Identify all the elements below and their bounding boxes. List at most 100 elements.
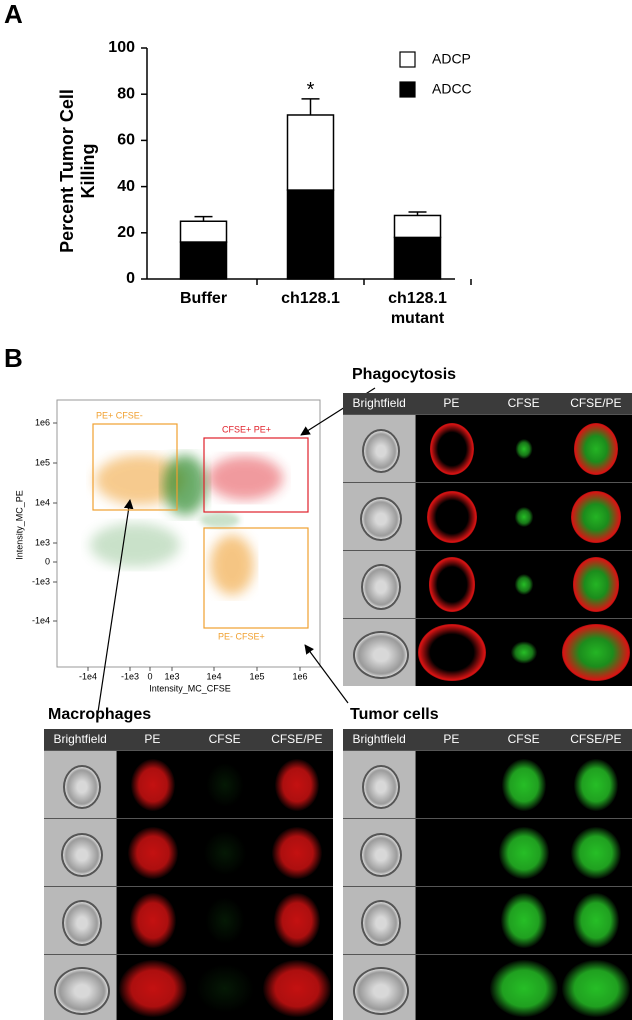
image-row xyxy=(343,550,632,618)
fluorescence-image xyxy=(261,819,333,886)
event-cloud xyxy=(95,455,185,505)
arrow xyxy=(304,644,349,704)
cell-signal xyxy=(573,422,619,475)
column-header: CFSE/PE xyxy=(570,732,622,746)
column-header: CFSE xyxy=(208,732,241,746)
fluorescence-image xyxy=(416,955,488,1020)
significance-marker: * xyxy=(307,79,315,101)
cell-signal xyxy=(562,623,630,682)
x-tick-label: 1e6 xyxy=(292,671,307,681)
fluorescence-image xyxy=(560,619,632,686)
cell-signal xyxy=(200,826,250,879)
fluorescence-image xyxy=(488,551,560,618)
y-tick-label: 80 xyxy=(117,85,135,102)
x-tick-label: ch128.1 mutant xyxy=(388,290,447,327)
y-tick-label: 60 xyxy=(117,132,135,149)
event-cloud xyxy=(163,455,207,515)
cell-signal xyxy=(418,623,486,682)
fluorescence-image xyxy=(488,887,560,954)
cell-signal xyxy=(263,959,331,1018)
fluorescence-image xyxy=(189,887,261,954)
cell-outline xyxy=(362,428,400,473)
fluorescence-image xyxy=(416,483,488,550)
brightfield-image xyxy=(343,887,416,954)
bar-segment xyxy=(393,214,442,239)
cell-outline xyxy=(362,764,400,809)
gate xyxy=(203,437,309,513)
fluorescence-image xyxy=(416,887,488,954)
cell-signal xyxy=(573,758,619,811)
brightfield-image xyxy=(343,619,416,686)
arrow xyxy=(97,499,134,713)
cell-signal xyxy=(572,893,620,948)
x-tick-label: 1e3 xyxy=(164,671,179,681)
fluorescence-image xyxy=(189,751,261,818)
bar-segment xyxy=(393,236,442,280)
column-header: Brightfield xyxy=(352,732,406,746)
fluorescence-image xyxy=(560,955,632,1020)
y-tick-label: 40 xyxy=(117,178,135,195)
y-tick-label: 20 xyxy=(117,224,135,241)
cell-signal xyxy=(430,759,474,811)
legend-swatch xyxy=(399,51,416,68)
y-tick-label: 0 xyxy=(126,270,135,287)
cell-signal xyxy=(428,557,476,612)
fluorescence-image xyxy=(560,751,632,818)
fluorescence-image xyxy=(488,955,560,1020)
column-header-row: Brightfield PE CFSE CFSE/PE xyxy=(343,393,632,414)
cell-signal xyxy=(499,826,549,879)
cell-signal xyxy=(512,435,536,462)
image-row xyxy=(343,886,632,954)
image-row xyxy=(343,414,632,482)
event-cloud xyxy=(90,523,180,567)
column-header-row: Brightfield PE CFSE CFSE/PE xyxy=(44,729,333,750)
cell-signal xyxy=(429,893,476,948)
cell-signal xyxy=(571,490,621,543)
cell-outline xyxy=(54,966,110,1015)
cell-outline xyxy=(62,899,102,946)
fluorescence-image xyxy=(488,483,560,550)
cell-signal xyxy=(427,827,476,879)
cell-signal xyxy=(427,490,477,543)
brightfield-image xyxy=(44,955,117,1020)
cell-signal xyxy=(129,893,177,948)
bar-segment xyxy=(286,114,335,191)
column-header: CFSE xyxy=(507,732,540,746)
image-row xyxy=(343,954,632,1020)
fluorescence-image xyxy=(416,619,488,686)
image-row xyxy=(44,954,333,1020)
legend-swatch xyxy=(399,81,416,98)
fluorescence-image xyxy=(117,887,189,954)
cell-signal xyxy=(507,638,541,667)
fluorescence-image xyxy=(560,819,632,886)
cell-outline xyxy=(361,899,401,946)
cell-signal xyxy=(274,758,320,811)
cell-signal xyxy=(501,758,547,811)
cell-signal xyxy=(272,826,322,879)
panel-label: A xyxy=(4,0,23,29)
legend-label: ADCC xyxy=(432,81,472,97)
column-header: CFSE xyxy=(507,396,540,410)
panel-title: Phagocytosis xyxy=(352,366,457,383)
panel-title: Tumor cells xyxy=(350,706,439,723)
brightfield-image xyxy=(343,415,416,482)
panel-title: Macrophages xyxy=(48,706,152,723)
y-tick-label: -1e4 xyxy=(32,615,50,625)
gate-label: PE- CFSE+ xyxy=(218,631,265,641)
y-tick-label: 1e6 xyxy=(35,417,50,427)
cell-outline xyxy=(361,563,401,610)
column-header: PE xyxy=(443,732,460,746)
cell-signal xyxy=(418,960,486,1017)
x-tick-label: 0 xyxy=(147,671,152,681)
fluorescence-image xyxy=(416,751,488,818)
cell-signal xyxy=(202,758,248,811)
image-grid: Brightfield PE CFSE CFSE/PE xyxy=(343,393,632,686)
fluorescence-image xyxy=(261,955,333,1020)
gate xyxy=(92,423,178,511)
fluorescence-image xyxy=(261,887,333,954)
column-header-row: Brightfield PE CFSE CFSE/PE xyxy=(343,729,632,750)
cell-signal xyxy=(429,422,475,475)
fluorescence-image xyxy=(117,751,189,818)
